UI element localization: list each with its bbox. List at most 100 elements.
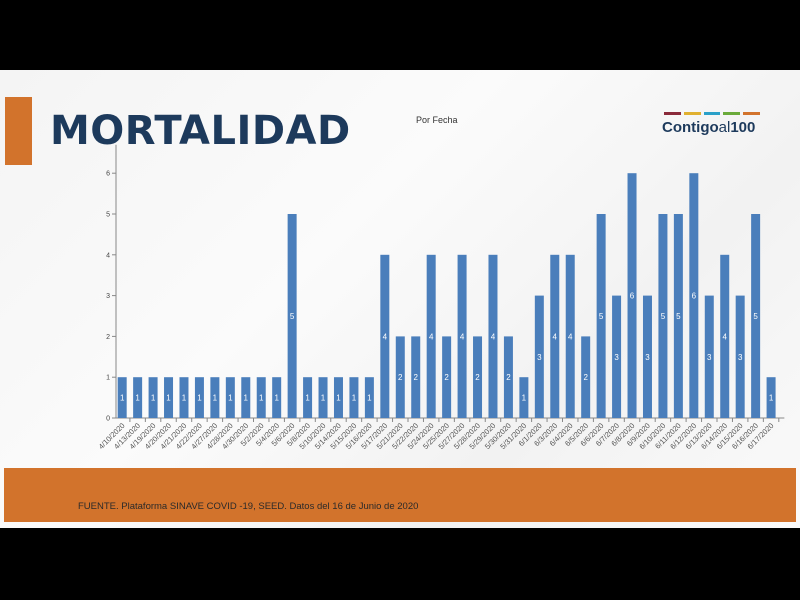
- y-tick-label: 2: [106, 334, 110, 341]
- orange-accent-bar: [5, 97, 32, 165]
- logo-word-100: 100: [730, 119, 756, 136]
- footer-band: FUENTE. Plataforma SINAVE COVID -19, SEE…: [4, 468, 796, 522]
- bar: [473, 336, 483, 418]
- bar: [612, 295, 622, 418]
- data-label: 1: [135, 394, 140, 403]
- data-label: 3: [738, 353, 743, 362]
- data-label: 4: [491, 332, 496, 341]
- data-label: 1: [367, 394, 372, 403]
- chart-title: Por Fecha: [416, 115, 458, 125]
- data-label: 5: [676, 312, 681, 321]
- bar: [627, 173, 637, 418]
- logo-stripe: [703, 112, 721, 115]
- data-label: 5: [753, 312, 758, 321]
- bar: [256, 377, 266, 418]
- bar: [642, 295, 652, 418]
- bar: [658, 214, 668, 418]
- data-label: 2: [475, 373, 480, 382]
- bar: [133, 377, 143, 418]
- data-label: 2: [398, 373, 403, 382]
- bar: [550, 254, 560, 418]
- bar: [673, 214, 683, 418]
- bar: [179, 377, 189, 418]
- logo-stripe: [723, 112, 741, 115]
- data-label: 2: [444, 373, 449, 382]
- data-label: 2: [414, 373, 419, 382]
- logo-stripe: [743, 112, 760, 115]
- data-label: 1: [769, 394, 774, 403]
- data-label: 1: [120, 394, 125, 403]
- bar: [380, 254, 390, 418]
- bar: [488, 254, 498, 418]
- data-label: 1: [151, 394, 156, 403]
- logo-word-al: al: [718, 119, 731, 136]
- data-label: 1: [274, 394, 279, 403]
- data-label: 5: [661, 312, 666, 321]
- data-label: 1: [166, 394, 171, 403]
- data-label: 1: [321, 394, 326, 403]
- logo-text: Contigoal100: [662, 119, 762, 136]
- data-label: 5: [599, 312, 604, 321]
- data-label: 4: [553, 332, 558, 341]
- data-label: 1: [336, 394, 341, 403]
- bar: [349, 377, 359, 418]
- bar: [766, 377, 776, 418]
- data-label: 1: [213, 394, 218, 403]
- logo-stripes: [664, 112, 760, 115]
- logo-stripe: [664, 112, 681, 115]
- data-label: 4: [460, 332, 465, 341]
- y-tick-label: 4: [106, 252, 110, 259]
- logo-word-contigo: Contigo: [662, 119, 719, 136]
- data-label: 1: [522, 394, 527, 403]
- data-label: 1: [244, 394, 249, 403]
- y-tick-label: 0: [106, 416, 110, 423]
- bar: [117, 377, 127, 418]
- bar: [704, 295, 714, 418]
- data-label: 4: [568, 332, 573, 341]
- bar: [442, 336, 452, 418]
- data-label: 1: [352, 394, 357, 403]
- bar: [519, 377, 529, 418]
- bar: [751, 214, 761, 418]
- data-label: 3: [645, 353, 650, 362]
- bar: [426, 254, 436, 418]
- data-label: 1: [259, 394, 264, 403]
- bar: [241, 377, 251, 418]
- bar: [735, 295, 745, 418]
- bar: [225, 377, 235, 418]
- data-label: 1: [305, 394, 310, 403]
- bar: [272, 377, 282, 418]
- y-tick-label: 6: [106, 171, 110, 178]
- data-label: 6: [630, 292, 635, 301]
- data-label: 2: [583, 373, 588, 382]
- data-label: 3: [537, 353, 542, 362]
- data-label: 3: [614, 353, 619, 362]
- data-label: 5: [290, 312, 295, 321]
- contigo-al-100-logo: Contigoal100: [662, 112, 762, 138]
- bar: [581, 336, 591, 418]
- data-label: 2: [506, 373, 511, 382]
- y-tick-label: 5: [106, 212, 110, 219]
- bar: [333, 377, 343, 418]
- bar: [164, 377, 174, 418]
- data-label: 4: [383, 332, 388, 341]
- bar: [364, 377, 374, 418]
- bar: [287, 214, 297, 418]
- bar: [210, 377, 220, 418]
- bar: [720, 254, 730, 418]
- bar: [194, 377, 204, 418]
- data-label: 1: [228, 394, 233, 403]
- bar: [457, 254, 467, 418]
- data-label: 6: [692, 292, 697, 301]
- data-label: 3: [707, 353, 712, 362]
- bar: [395, 336, 405, 418]
- bar: [148, 377, 158, 418]
- bar: [596, 214, 606, 418]
- data-label: 1: [197, 394, 202, 403]
- data-label: 4: [429, 332, 434, 341]
- logo-stripe: [683, 112, 701, 115]
- page-title: MORTALIDAD: [50, 108, 351, 154]
- bar: [411, 336, 421, 418]
- data-label: 4: [723, 332, 728, 341]
